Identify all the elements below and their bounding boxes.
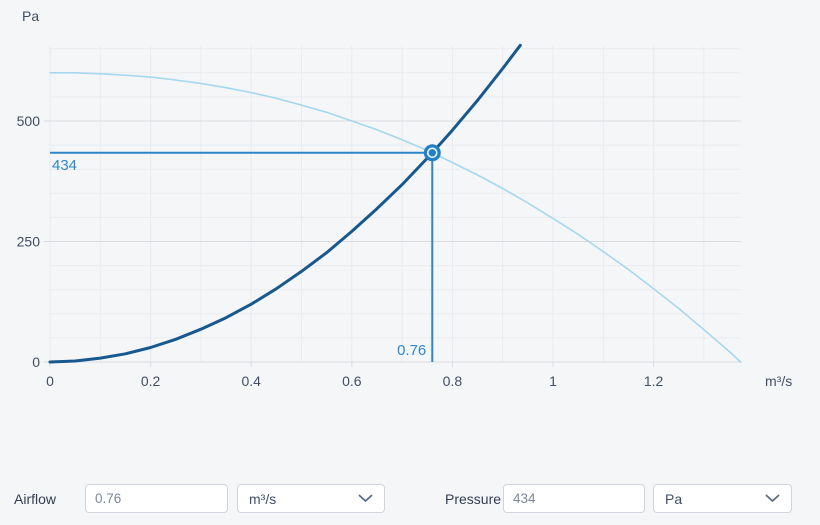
controls-bar: Airflow m³/s Pressure Pa bbox=[0, 484, 820, 513]
grid-lines bbox=[44, 46, 741, 362]
pressure-unit-value: Pa bbox=[665, 490, 683, 507]
x-tick-label: 0.8 bbox=[443, 373, 463, 389]
x-tick-label: 1.2 bbox=[644, 373, 664, 389]
y-tick-label: 250 bbox=[17, 234, 41, 250]
y-tick-label: 500 bbox=[17, 113, 41, 129]
axis-ticks: 0 0.2 0.4 0.6 0.8 1 1.2 0 250 500 bbox=[17, 113, 664, 389]
chevron-down-icon bbox=[358, 494, 373, 502]
airflow-value-label: 0.76 bbox=[397, 342, 426, 359]
pressure-unit-select[interactable]: Pa bbox=[653, 484, 792, 513]
pressure-value-label: 434 bbox=[52, 157, 77, 174]
operating-point-marker[interactable] bbox=[423, 144, 441, 162]
x-tick-label: 0.4 bbox=[241, 373, 261, 389]
operating-point-ring bbox=[426, 147, 438, 159]
y-tick-label: 0 bbox=[32, 354, 40, 370]
airflow-label: Airflow bbox=[14, 490, 57, 507]
chevron-down-icon bbox=[765, 494, 780, 502]
system-curve bbox=[48, 43, 522, 364]
x-tick-label: 0.6 bbox=[342, 373, 362, 389]
y-axis-unit-label: Pa bbox=[22, 8, 39, 24]
airflow-unit-value: m³/s bbox=[249, 490, 277, 507]
x-tick-label: 0.2 bbox=[141, 373, 161, 389]
x-tick-label: 0 bbox=[46, 373, 54, 389]
airflow-input[interactable] bbox=[85, 484, 228, 513]
x-axis-unit-label: m³/s bbox=[765, 373, 792, 389]
airflow-unit-select[interactable]: m³/s bbox=[237, 484, 385, 513]
pressure-label: Pressure bbox=[445, 490, 502, 507]
fan-pressure-chart: 0 0.2 0.4 0.6 0.8 1 1.2 0 250 500 Pa m³/s 434 0.76 bbox=[17, 8, 793, 389]
pressure-input[interactable] bbox=[503, 484, 645, 513]
x-tick-label: 1 bbox=[549, 373, 557, 389]
fan-curve bbox=[49, 72, 742, 363]
